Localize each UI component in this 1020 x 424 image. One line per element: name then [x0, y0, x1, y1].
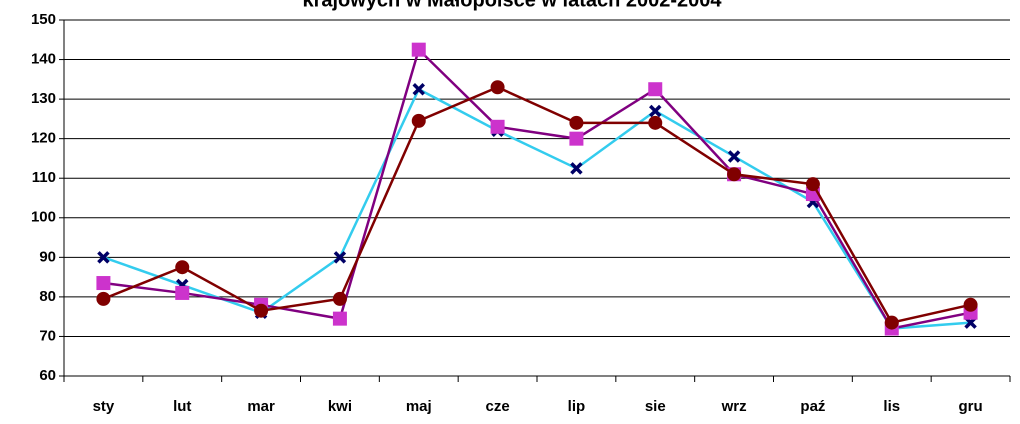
x-tick-label: sty — [93, 398, 115, 415]
marker — [254, 303, 269, 318]
marker — [649, 104, 662, 118]
x-tick-label: maj — [406, 398, 432, 415]
marker — [569, 131, 584, 146]
y-tick-label: 150 — [31, 11, 56, 28]
x-tick-label: gru — [958, 398, 982, 415]
marker — [96, 276, 111, 291]
marker — [569, 115, 584, 130]
series-line — [102, 85, 971, 325]
marker — [490, 119, 505, 134]
x-tick-label: mar — [247, 398, 275, 415]
marker — [963, 297, 978, 312]
marker — [727, 167, 742, 182]
y-tick-label: 110 — [32, 169, 56, 186]
x-tick-label: kwi — [328, 398, 352, 415]
y-tick-label: 140 — [31, 51, 56, 68]
marker — [175, 285, 190, 300]
marker — [411, 113, 426, 128]
marker — [727, 150, 741, 163]
y-tick-label: 120 — [31, 130, 56, 147]
x-tick-label: lip — [568, 398, 586, 415]
y-tick-label: 90 — [39, 248, 56, 265]
y-tick-label: 60 — [39, 367, 56, 384]
marker — [884, 315, 899, 330]
y-tick-label: 130 — [31, 90, 56, 107]
x-tick-label: cze — [485, 398, 509, 415]
marker — [96, 291, 111, 306]
x-tick-label: lut — [173, 398, 191, 415]
series-line — [103, 47, 971, 330]
marker — [805, 177, 820, 192]
marker — [332, 311, 347, 326]
marker — [490, 80, 505, 95]
x-tick-label: paź — [800, 398, 825, 415]
x-tick-label: sie — [645, 398, 666, 415]
marker — [333, 251, 347, 264]
marker — [411, 42, 426, 57]
chart-title: krajowych w Małopolsce w latach 2002-200… — [302, 0, 722, 11]
marker — [648, 115, 663, 130]
marker — [412, 82, 425, 96]
marker — [332, 291, 347, 306]
x-tick-label: lis — [883, 398, 900, 415]
y-tick-label: 100 — [31, 209, 56, 226]
series-line — [103, 87, 971, 330]
marker — [175, 260, 190, 275]
y-tick-label: 80 — [39, 288, 56, 305]
y-tick-label: 70 — [39, 327, 56, 344]
marker — [97, 251, 110, 264]
x-tick-label: wrz — [721, 398, 747, 415]
marker — [570, 162, 583, 175]
marker — [648, 82, 663, 97]
